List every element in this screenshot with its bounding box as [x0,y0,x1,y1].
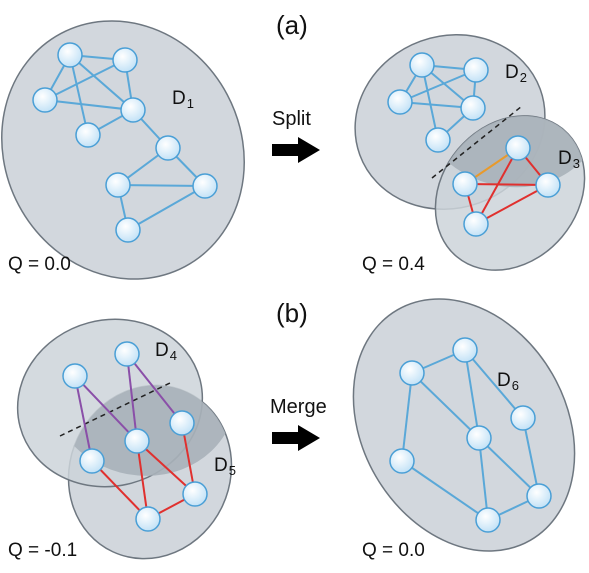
community-index: 2 [520,70,527,85]
node [453,338,477,362]
node [410,53,434,77]
node [156,136,180,160]
q-value-a-right: Q = 0.4 [362,254,425,276]
community-label-d4: D4 [155,340,177,363]
node [461,96,485,120]
merge-arrow [272,425,320,451]
node [464,58,488,82]
community-index: 1 [187,96,194,111]
node [80,449,104,473]
node [106,173,130,197]
community-index: 5 [229,463,236,478]
q-value-b-right: Q = 0.0 [362,540,425,562]
node [467,426,491,450]
node [536,173,560,197]
node [116,218,140,242]
community-letter: D [558,148,572,169]
node [527,484,551,508]
node [115,342,139,366]
node [511,406,535,430]
node [183,482,207,506]
q-value-a-left: Q = 0.0 [8,254,71,276]
node [464,212,488,236]
node [63,364,87,388]
node [76,123,100,147]
community-index: 6 [512,378,519,393]
community-index: 3 [573,156,580,171]
community-index: 4 [170,348,177,363]
community-letter: D [214,455,228,476]
node [400,361,424,385]
node [193,174,217,198]
node [121,98,145,122]
node [426,128,450,152]
q-value-b-left: Q = -0.1 [8,540,77,562]
node [33,88,57,112]
community-letter: D [505,62,519,83]
node [506,136,530,160]
community-label-d5: D5 [214,455,236,478]
node [170,411,194,435]
node [125,429,149,453]
merge-label: Merge [270,396,327,419]
community-letter: D [172,88,186,109]
split-arrow [272,137,320,163]
node [476,508,500,532]
node [113,48,137,72]
community-label-d6: D6 [497,370,519,393]
split-label: Split [272,108,311,131]
node [453,172,477,196]
node [58,43,82,67]
node [390,449,414,473]
community-d6-region [309,259,589,573]
panel-label-b: (b) [276,298,308,329]
node [388,90,412,114]
community-d4-d5 [0,299,260,573]
community-label-d3: D3 [558,148,580,171]
community-d6 [309,259,589,573]
community-letter: D [497,370,511,391]
node [136,507,160,531]
community-label-d2: D2 [505,62,527,85]
community-letter: D [155,340,169,361]
panel-label-a: (a) [276,10,308,41]
community-label-d1: D1 [172,88,194,111]
